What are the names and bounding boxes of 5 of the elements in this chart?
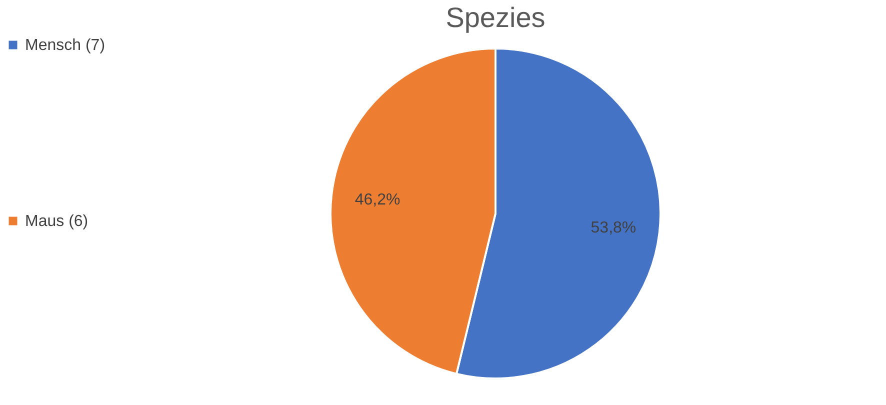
legend-label: Maus (6) <box>25 213 88 230</box>
data-label: 46,2% <box>354 191 400 208</box>
chart-title: Spezies <box>446 2 546 33</box>
data-label: 53,8% <box>590 220 636 237</box>
legend-label: Mensch (7) <box>25 37 106 54</box>
